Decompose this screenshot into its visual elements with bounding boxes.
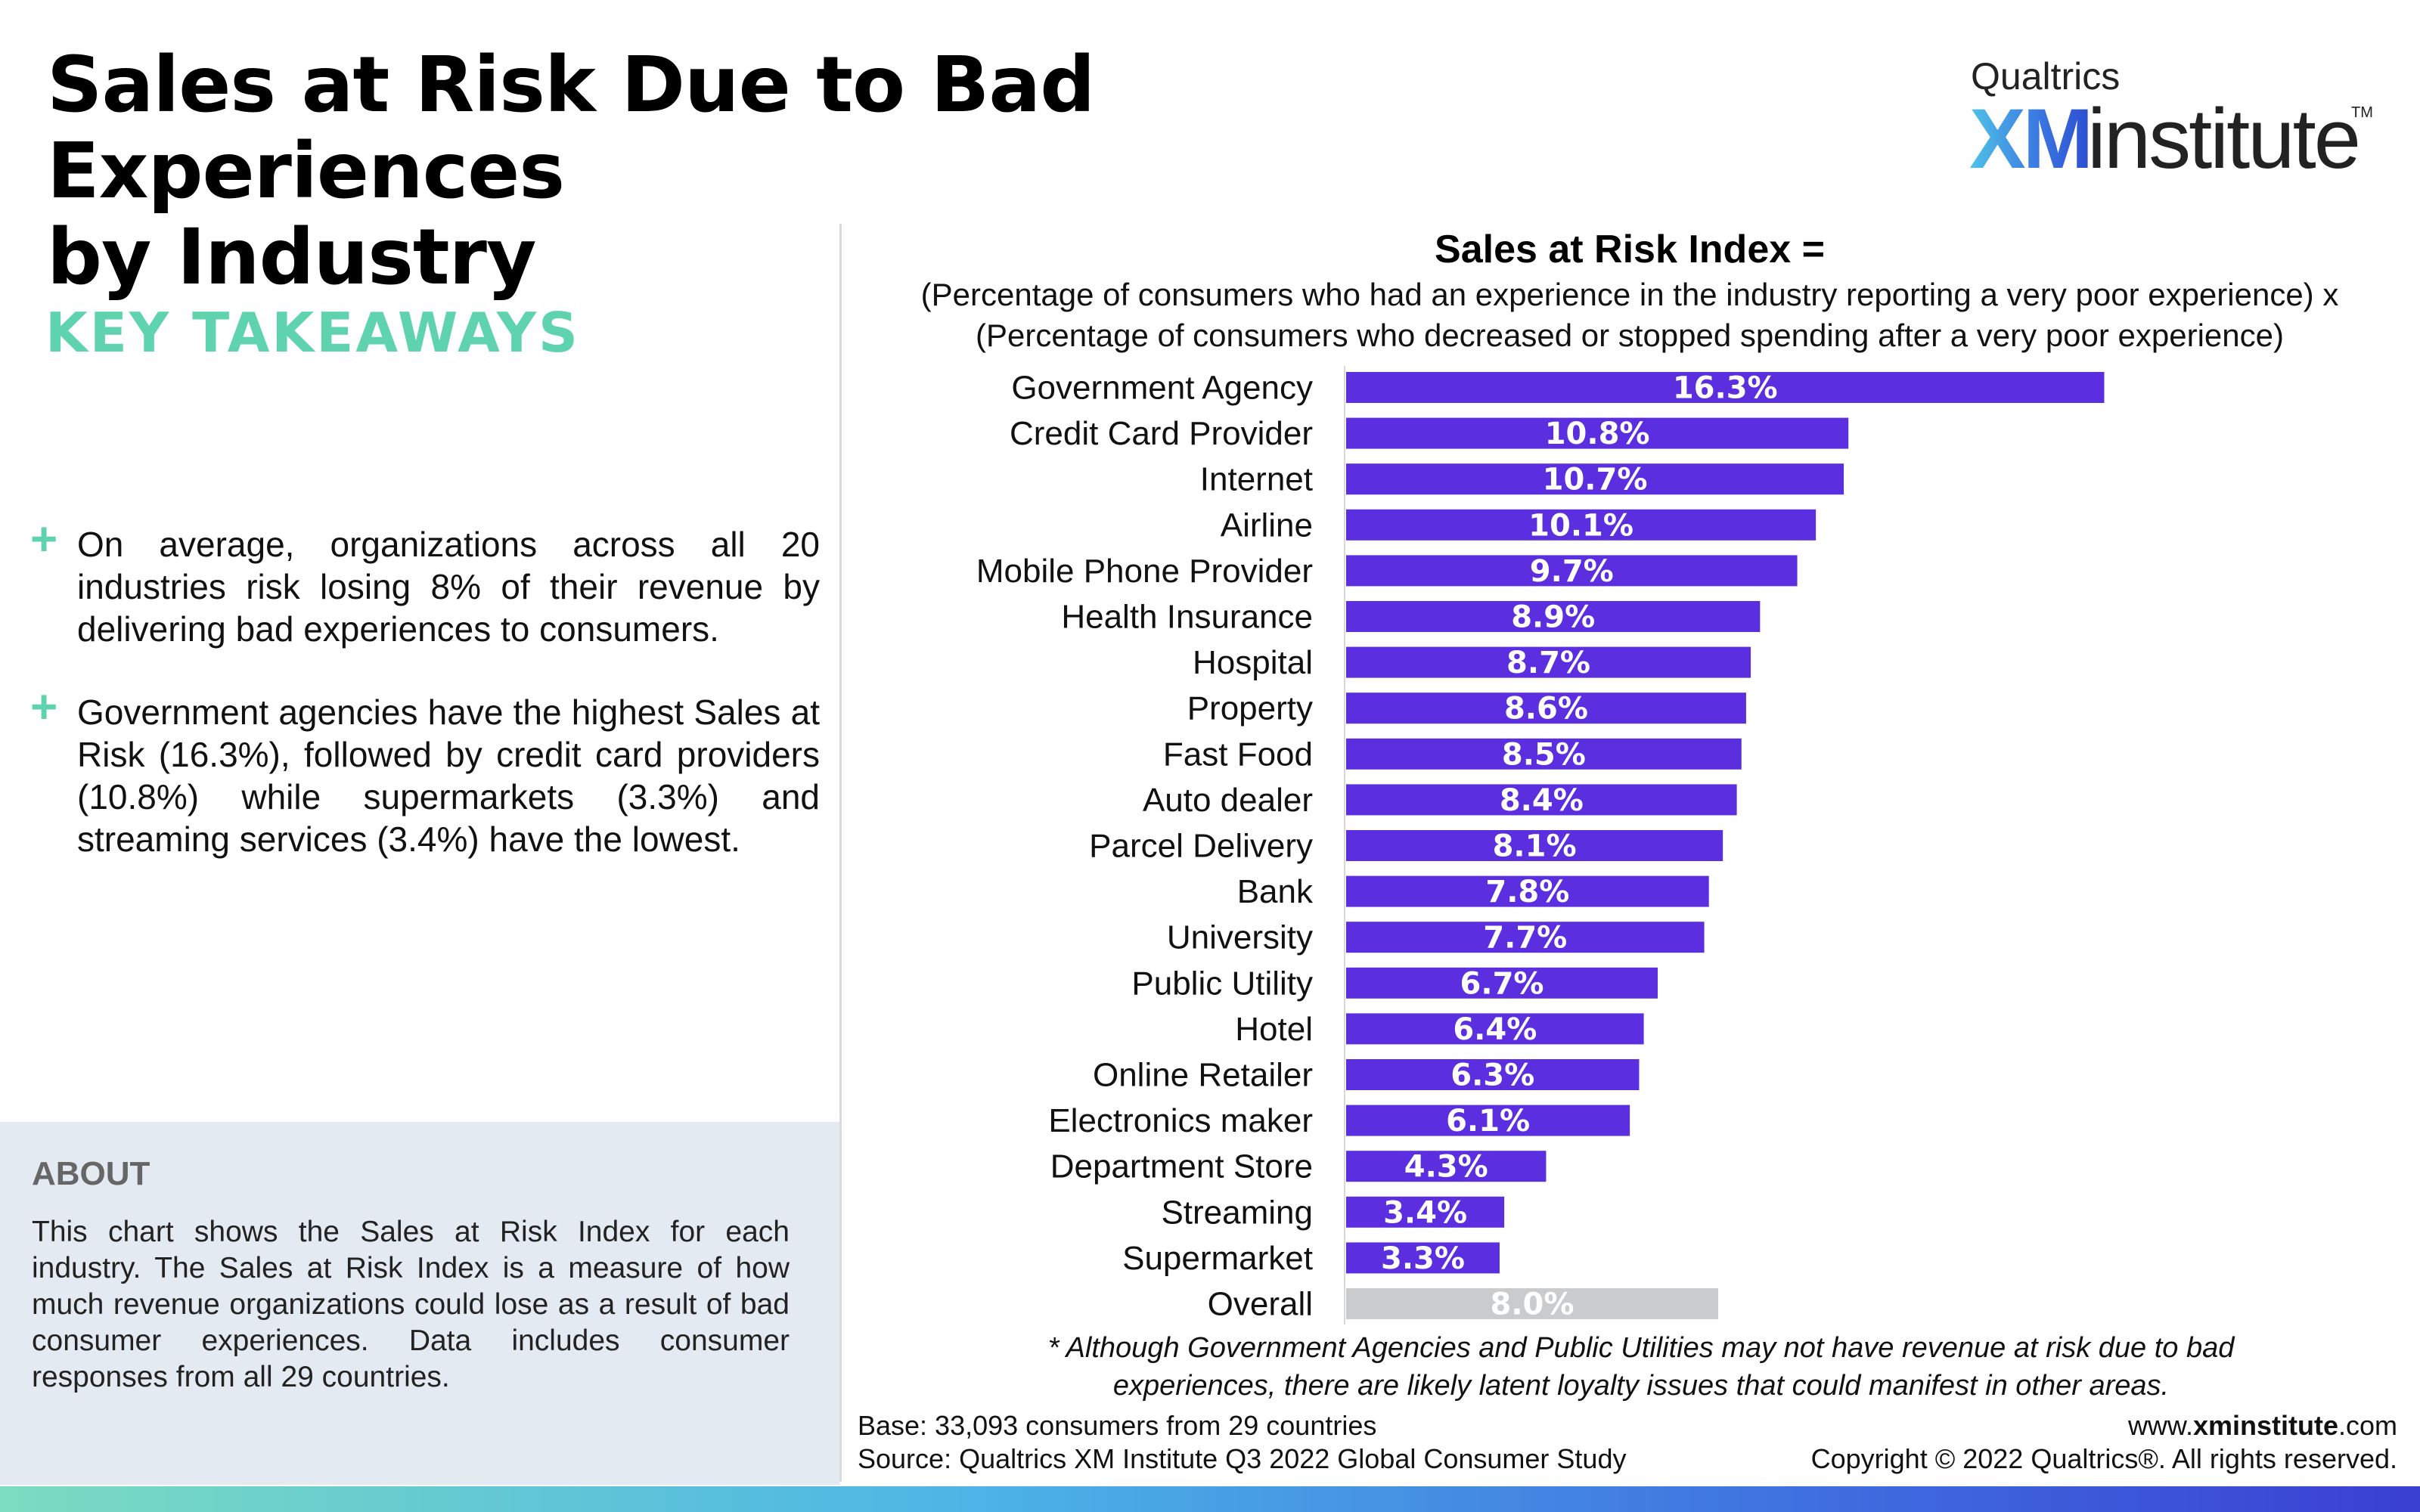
logo-qualtrics-text: Qualtrics (1971, 55, 2121, 98)
industry-bar (1346, 922, 1705, 953)
formula-line-1: (Percentage of consumers who had an expe… (920, 277, 2339, 312)
industry-bar (1346, 463, 1844, 495)
about-panel (0, 1122, 839, 1485)
industry-bar (1346, 1151, 1547, 1182)
bar-value-label: 7.8% (1485, 875, 1569, 909)
bar-value-label: 6.7% (1460, 966, 1544, 1001)
footnote-line-1: * Although Government Agencies and Publi… (1047, 1332, 2235, 1364)
sales-at-risk-bar-chart: Government Agency 16.3% Credit Card Provid… (976, 366, 2105, 1325)
category-label: Electronics maker (1048, 1102, 1313, 1139)
page-title-line-1: Sales at Risk Due to Bad Experiences (47, 40, 1095, 216)
overall-bar (1346, 1288, 1718, 1319)
industry-bar (1346, 1105, 1630, 1136)
qualtrics-xm-institute-logo: Qualtrics XM institute TM (1969, 54, 2378, 186)
industry-bar (1346, 1196, 1505, 1228)
bar-value-label: 8.4% (1500, 783, 1584, 818)
bar-value-label: 3.3% (1381, 1241, 1465, 1276)
source-note: Source: Qualtrics XM Institute Q3 2022 G… (858, 1443, 1627, 1474)
chart-footnote: * Although Government Agencies and Publi… (870, 1329, 2412, 1405)
website-link[interactable]: www.xminstitute.com (2128, 1410, 2397, 1442)
category-label: Property (1187, 690, 1313, 727)
category-label: Department Store (1050, 1148, 1313, 1185)
category-label: Airline (1221, 507, 1313, 544)
bar-value-label: 6.1% (1446, 1104, 1530, 1139)
about-text: This chart shows the Sales at Risk Index… (32, 1216, 790, 1393)
industry-bar (1346, 646, 1751, 678)
formula-line-2: (Percentage of consumers who decreased o… (976, 318, 2284, 353)
bar-value-label: 3.4% (1383, 1195, 1467, 1230)
industry-bar (1346, 1242, 1500, 1274)
industry-bar (1346, 738, 1742, 770)
page-title-line-2: by Industry (47, 212, 536, 302)
industry-bar (1346, 967, 1658, 999)
industry-bar (1346, 830, 1723, 861)
category-label: Public Utility (1131, 965, 1313, 1002)
category-label: Hospital (1193, 644, 1313, 681)
copyright-notice: Copyright © 2022 Qualtrics®. All rights … (1810, 1443, 2397, 1474)
industry-bar (1346, 1059, 1640, 1090)
bar-value-label: 16.3% (1673, 371, 1778, 406)
key-takeaways-heading: KEY TAKEAWAYS (45, 301, 580, 364)
industry-bar (1346, 692, 1746, 724)
industry-bar (1346, 417, 1849, 449)
industry-bar (1346, 1013, 1644, 1045)
industry-bar (1346, 509, 1817, 541)
bar-value-label: 4.3% (1404, 1150, 1488, 1185)
page-title: Sales at Risk Due to Bad Experiences by … (47, 42, 1559, 301)
logo-trademark: TM (2351, 104, 2373, 121)
about-heading: ABOUT (32, 1155, 150, 1192)
bar-value-label: 10.8% (1545, 417, 1650, 451)
industry-bar (1346, 875, 1709, 907)
plus-icon: + (30, 513, 58, 565)
bar-value-label: 7.7% (1483, 921, 1567, 956)
category-label: Streaming (1161, 1194, 1313, 1231)
category-label: Fast Food (1163, 736, 1313, 773)
category-label: Internet (1200, 461, 1313, 498)
base-note: Base: 33,093 consumers from 29 countries (858, 1410, 1377, 1441)
industry-bar (1346, 555, 1798, 587)
industry-bar (1346, 784, 1737, 816)
category-label: Online Retailer (1093, 1057, 1313, 1094)
category-label: Auto dealer (1143, 782, 1313, 819)
formula-title: Sales at Risk Index = (1435, 228, 1825, 271)
category-label: Supermarket (1122, 1240, 1313, 1277)
takeaway-text: Government agencies have the highest Sal… (77, 692, 820, 859)
bar-value-label: 8.0% (1491, 1287, 1575, 1322)
bar-value-label: 10.1% (1528, 508, 1634, 543)
industry-bar (1346, 601, 1761, 632)
bar-value-label: 9.7% (1530, 554, 1614, 589)
category-label: Bank (1237, 873, 1314, 910)
vertical-divider (839, 224, 842, 1482)
category-label: Mobile Phone Provider (976, 553, 1313, 590)
category-label: Hotel (1235, 1011, 1313, 1048)
bar-value-label: 8.7% (1506, 646, 1590, 680)
bar-value-label: 8.5% (1502, 737, 1586, 772)
footnote-line-2: experiences, there are likely latent loy… (1112, 1370, 2170, 1402)
bottom-gradient-bar (0, 1486, 2420, 1512)
category-label: Credit Card Provider (1010, 415, 1313, 452)
bar-value-label: 8.6% (1504, 692, 1588, 727)
industry-bar (1346, 372, 2105, 403)
bar-value-label: 6.4% (1453, 1012, 1537, 1047)
category-label: Government Agency (1011, 370, 1313, 407)
plus-icon: + (30, 681, 58, 733)
bar-value-label: 10.7% (1543, 463, 1648, 497)
bar-value-label: 8.9% (1511, 600, 1595, 635)
logo-xm-text: XM (1969, 91, 2093, 186)
logo-institute-text: institute (2087, 91, 2361, 186)
website-prefix: www. (2127, 1410, 2193, 1441)
category-label: University (1167, 919, 1313, 956)
website-domain: xminstitute (2192, 1410, 2338, 1441)
bar-value-label: 6.3% (1450, 1058, 1534, 1093)
category-label: Parcel Delivery (1089, 828, 1313, 865)
category-label: Overall (1208, 1286, 1313, 1323)
category-label: Health Insurance (1061, 599, 1313, 636)
bar-value-label: 8.1% (1493, 829, 1577, 864)
website-suffix: .com (2338, 1410, 2397, 1441)
takeaway-text: On average, organizations across all 20 … (77, 525, 820, 649)
